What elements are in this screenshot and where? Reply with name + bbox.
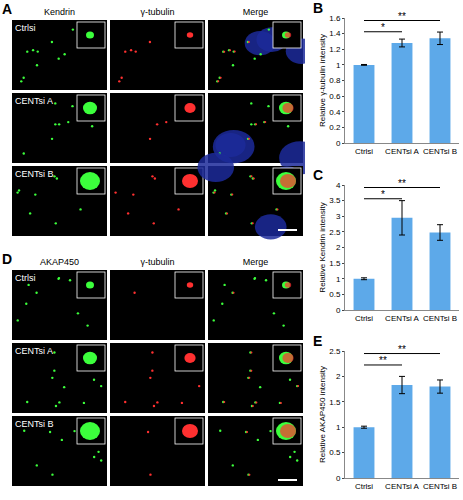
svg-text:Ctrlsi: Ctrlsi — [355, 482, 373, 491]
svg-text:2: 2 — [336, 372, 341, 381]
svg-text:CENTsi B: CENTsi B — [423, 147, 457, 156]
svg-text:0.2: 0.2 — [329, 123, 341, 132]
svg-text:3.5: 3.5 — [329, 196, 341, 205]
svg-text:CENTsi A: CENTsi A — [15, 346, 53, 356]
svg-text:1.5: 1.5 — [329, 259, 341, 268]
svg-text:0.8: 0.8 — [329, 76, 341, 85]
svg-text:D: D — [2, 251, 12, 267]
svg-text:AKAP450: AKAP450 — [40, 257, 79, 267]
svg-text:Relative AKAP450 intensity: Relative AKAP450 intensity — [318, 366, 327, 463]
svg-text:0: 0 — [336, 139, 341, 148]
svg-text:1.2: 1.2 — [329, 45, 341, 54]
svg-text:2.5: 2.5 — [329, 347, 341, 356]
svg-text:Ctrlsi: Ctrlsi — [15, 273, 36, 283]
svg-text:CENTsi A: CENTsi A — [385, 147, 419, 156]
svg-text:**: ** — [379, 355, 387, 366]
svg-text:**: ** — [398, 178, 406, 189]
svg-text:γ-tubulin: γ-tubulin — [140, 7, 174, 17]
svg-text:2: 2 — [336, 243, 341, 252]
svg-text:2.5: 2.5 — [329, 228, 341, 237]
svg-text:E: E — [313, 333, 322, 349]
svg-text:Ctrlsi: Ctrlsi — [15, 23, 36, 33]
svg-text:Ctrlsi: Ctrlsi — [355, 147, 373, 156]
svg-text:CENTsi B: CENTsi B — [423, 314, 457, 323]
svg-text:Merge: Merge — [243, 7, 269, 17]
svg-text:1: 1 — [336, 275, 341, 284]
svg-text:4: 4 — [336, 181, 341, 190]
svg-text:1.4: 1.4 — [329, 29, 341, 38]
svg-text:0.5: 0.5 — [329, 448, 341, 457]
svg-text:0: 0 — [336, 306, 341, 315]
svg-text:0.4: 0.4 — [329, 108, 341, 117]
svg-text:Merge: Merge — [243, 257, 269, 267]
svg-text:C: C — [313, 167, 323, 183]
svg-text:1: 1 — [336, 423, 341, 432]
svg-text:1.5: 1.5 — [329, 398, 341, 407]
svg-text:**: ** — [398, 344, 406, 355]
svg-text:CENTsi A: CENTsi A — [385, 482, 419, 491]
svg-text:CENTsi B: CENTsi B — [15, 419, 54, 429]
svg-text:CENTsi B: CENTsi B — [423, 482, 457, 491]
svg-text:0: 0 — [336, 474, 341, 483]
svg-text:B: B — [313, 0, 323, 16]
svg-text:*: * — [381, 22, 385, 33]
svg-text:Relative Kendrin intensity: Relative Kendrin intensity — [318, 202, 327, 292]
svg-text:*: * — [381, 189, 385, 200]
svg-text:1.6: 1.6 — [329, 14, 341, 23]
svg-text:CENTsi B: CENTsi B — [15, 169, 54, 179]
svg-text:3: 3 — [336, 212, 341, 221]
svg-text:Relative γ-tubulin intensity: Relative γ-tubulin intensity — [318, 34, 327, 127]
svg-text:CENTsi A: CENTsi A — [385, 314, 419, 323]
svg-text:Kendrin: Kendrin — [44, 7, 75, 17]
svg-text:1: 1 — [336, 61, 341, 70]
svg-text:Ctrlsi: Ctrlsi — [355, 314, 373, 323]
svg-text:0.5: 0.5 — [329, 290, 341, 299]
svg-text:A: A — [2, 1, 12, 17]
svg-text:CENTsi A: CENTsi A — [15, 96, 53, 106]
svg-text:**: ** — [398, 11, 406, 22]
svg-text:γ-tubulin: γ-tubulin — [140, 257, 174, 267]
svg-text:0.6: 0.6 — [329, 92, 341, 101]
